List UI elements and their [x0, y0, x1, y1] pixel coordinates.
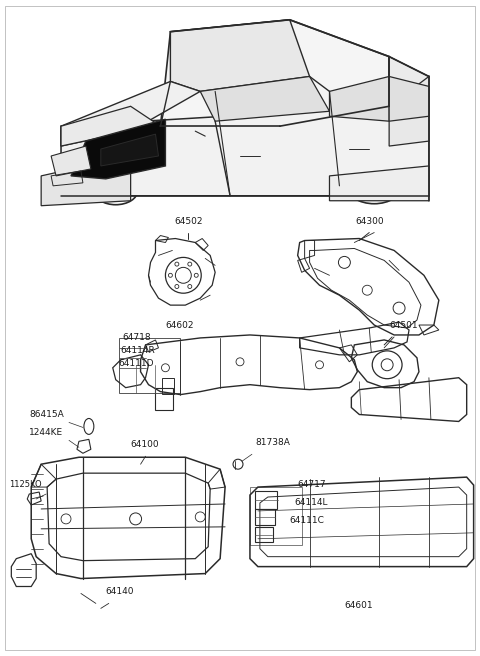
Text: 64114L: 64114L	[295, 498, 328, 507]
Bar	[250, 487, 301, 544]
Text: 64114R: 64114R	[120, 346, 156, 355]
Text: 64140: 64140	[106, 587, 134, 596]
Bar	[255, 509, 275, 525]
Text: 64602: 64602	[166, 321, 194, 330]
Polygon shape	[160, 20, 389, 126]
Text: 1125KO: 1125KO	[9, 480, 42, 489]
Polygon shape	[101, 134, 158, 166]
Text: 64601: 64601	[344, 602, 373, 610]
Polygon shape	[389, 77, 429, 121]
Polygon shape	[389, 77, 429, 146]
Text: 86415A: 86415A	[29, 411, 64, 419]
Bar	[162, 378, 174, 394]
Polygon shape	[61, 106, 429, 195]
Polygon shape	[71, 119, 166, 179]
Text: 64501: 64501	[389, 321, 418, 330]
Bar	[156, 388, 173, 409]
Polygon shape	[329, 166, 429, 201]
Bar	[255, 527, 273, 542]
Polygon shape	[389, 56, 429, 146]
Polygon shape	[41, 156, 131, 206]
Text: 64718: 64718	[123, 333, 151, 342]
Text: 64502: 64502	[174, 216, 203, 226]
Text: 64111C: 64111C	[290, 516, 324, 525]
Polygon shape	[51, 146, 91, 176]
Polygon shape	[61, 81, 200, 146]
Polygon shape	[61, 126, 160, 186]
Bar	[255, 491, 277, 509]
Text: 64100: 64100	[131, 440, 159, 449]
Text: 81738A: 81738A	[255, 438, 290, 447]
Polygon shape	[200, 77, 329, 121]
Polygon shape	[170, 20, 310, 91]
Text: 64111D: 64111D	[119, 359, 154, 368]
Bar	[119, 338, 180, 393]
Text: 64300: 64300	[355, 216, 384, 226]
Polygon shape	[329, 77, 389, 121]
Text: 1244KE: 1244KE	[29, 428, 63, 438]
Text: 64717: 64717	[298, 480, 326, 489]
Polygon shape	[61, 106, 160, 146]
